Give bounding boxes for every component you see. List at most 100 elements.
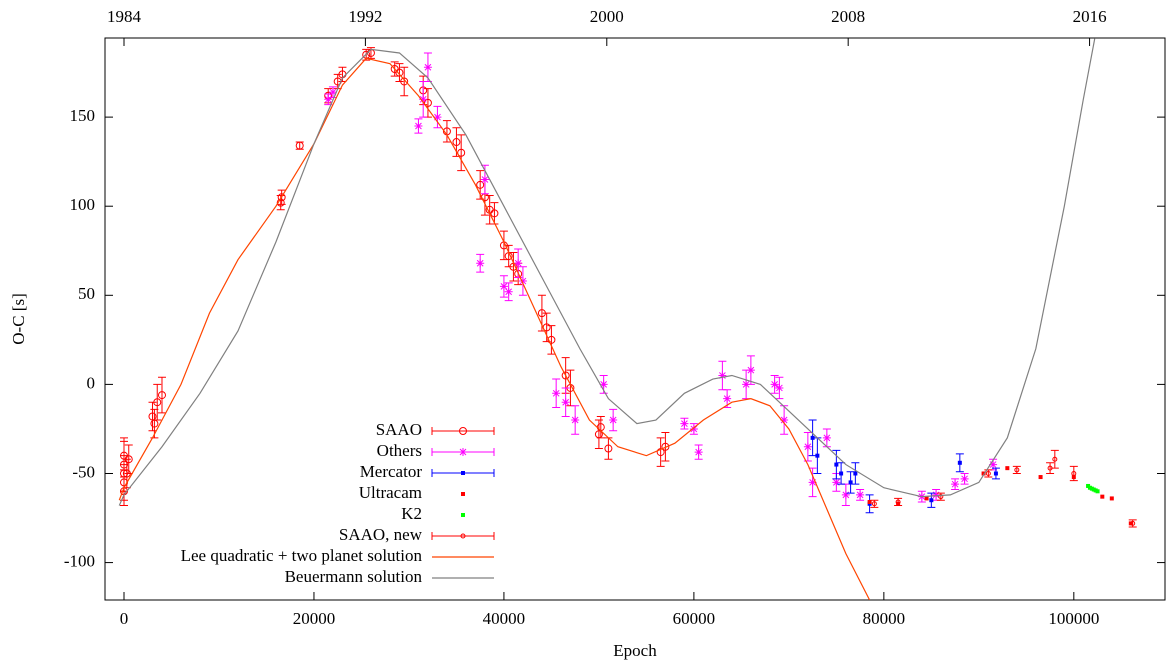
point (656, 448, 665, 457)
error-bar (153, 383, 162, 421)
point (723, 394, 732, 403)
point (277, 193, 286, 202)
point (148, 412, 157, 421)
point (324, 95, 333, 104)
point (689, 424, 698, 433)
legend-label: SAAO, new (339, 525, 423, 544)
point (480, 175, 489, 184)
point (746, 366, 755, 375)
y-tick-label: 100 (70, 195, 96, 214)
point (1038, 475, 1043, 480)
point (867, 499, 872, 504)
point (504, 287, 513, 296)
point (518, 277, 527, 286)
x-tick-label: 20000 (293, 609, 336, 628)
error-bar (157, 376, 166, 414)
y-tick-label: -100 (64, 551, 95, 570)
point (932, 490, 941, 499)
point (547, 335, 556, 344)
point (1005, 466, 1010, 471)
point (561, 371, 570, 380)
legend-swatch (431, 532, 495, 540)
point (661, 442, 670, 451)
point (419, 95, 428, 104)
error-bar (490, 202, 499, 225)
error-bar (509, 252, 518, 282)
point (400, 77, 409, 86)
point (815, 453, 820, 458)
y-axis-label: O-C [s] (9, 293, 28, 344)
point (856, 490, 865, 499)
x-tick-label: 100000 (1048, 609, 1099, 628)
plot-area (118, 38, 1137, 600)
point (929, 498, 934, 503)
point (414, 122, 423, 131)
error-bar (656, 437, 665, 467)
model-curve (118, 57, 871, 600)
point (423, 63, 432, 72)
point (395, 68, 404, 77)
point (780, 416, 789, 425)
point (459, 427, 467, 435)
x-tick-label: 80000 (863, 609, 906, 628)
x2-tick-label: 2000 (590, 7, 624, 26)
point (124, 455, 133, 464)
y-tick-label: 50 (78, 284, 95, 303)
legend: SAAO Others Mercator Ultracam K2 SAAO, new Lee… (181, 420, 495, 586)
point (609, 416, 618, 425)
error-bar (395, 63, 404, 82)
point (1095, 489, 1100, 494)
error-bar (124, 444, 133, 474)
model-curve (118, 38, 1096, 506)
point (839, 471, 844, 476)
error-bar (596, 415, 605, 439)
point (841, 490, 850, 499)
point (985, 470, 991, 476)
point (433, 113, 442, 122)
plot-frame (104, 37, 1166, 601)
x2-tick-label: 2016 (1073, 7, 1107, 26)
point (871, 501, 877, 507)
point (490, 209, 499, 218)
y-tick-label: -50 (72, 462, 95, 481)
legend-label: Ultracam (359, 483, 422, 502)
point (1100, 494, 1105, 499)
point (153, 398, 162, 407)
point (957, 460, 962, 465)
x2-tick-label: 1992 (348, 7, 382, 26)
point (459, 448, 467, 456)
point (718, 371, 727, 380)
x-axis-label: Epoch (613, 641, 657, 660)
legend-label: Mercator (360, 462, 423, 481)
error-bar (442, 120, 451, 143)
error-bar (1046, 462, 1055, 474)
y-tick-label: 0 (87, 373, 96, 392)
point (810, 435, 815, 440)
point (834, 462, 839, 467)
point (1014, 467, 1020, 473)
error-bar (499, 230, 508, 261)
point (604, 444, 613, 453)
legend-label: Beuermann solution (285, 567, 423, 586)
point (461, 492, 465, 496)
point (938, 494, 944, 500)
legend-swatch (431, 427, 495, 435)
error-bar (594, 419, 603, 450)
point (571, 416, 580, 425)
point (742, 380, 751, 389)
legend-label: Lee quadratic + two planet solution (181, 546, 423, 565)
error-bar (547, 325, 556, 355)
error-bar (148, 401, 157, 432)
point (895, 499, 901, 505)
point (775, 383, 784, 392)
point (1052, 456, 1058, 462)
point (1071, 470, 1077, 476)
point (981, 471, 986, 476)
point (822, 433, 831, 442)
x-tick-label: 60000 (673, 609, 716, 628)
point (499, 282, 508, 291)
point (960, 474, 969, 483)
point (680, 419, 689, 428)
